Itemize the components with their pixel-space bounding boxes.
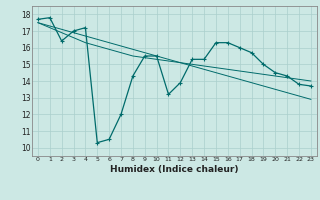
X-axis label: Humidex (Indice chaleur): Humidex (Indice chaleur) bbox=[110, 165, 239, 174]
